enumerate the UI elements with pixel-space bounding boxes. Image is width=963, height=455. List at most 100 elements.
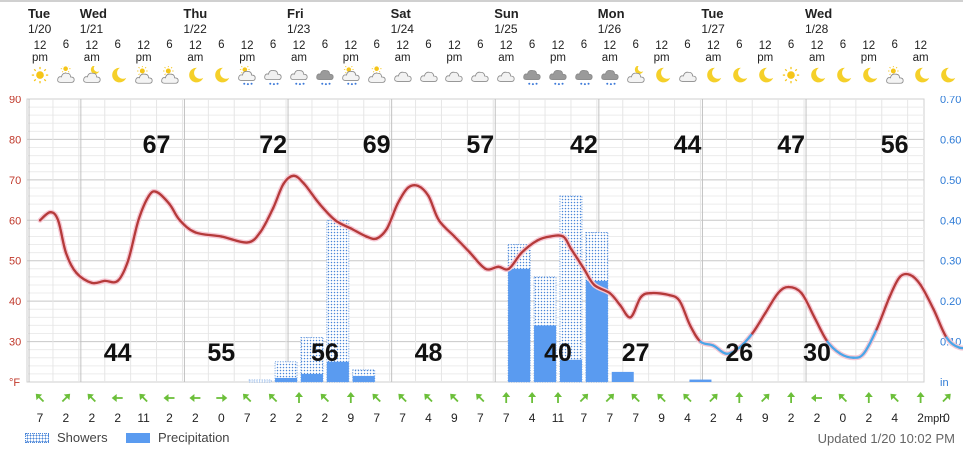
moon-icon (940, 67, 955, 83)
precipitation-bar (326, 361, 349, 382)
temperature-line (427, 194, 441, 222)
wind-speed-label: 7 (606, 411, 613, 425)
wind-arrow-head (450, 393, 457, 401)
sun-icon (782, 66, 800, 84)
temperature-line (764, 291, 780, 315)
temperature-line (738, 332, 754, 349)
wind-speed-label: 4 (425, 411, 432, 425)
wind-arrow-head (398, 393, 405, 401)
wind-arrow (787, 392, 796, 403)
precip-tick-label: 0.50 (940, 175, 961, 187)
temp-tick-label: 50 (9, 256, 21, 268)
wind-arrow (735, 392, 744, 403)
hour-label: 12 pm (653, 40, 670, 64)
temperature-line (888, 275, 902, 299)
hour-label: 6 (736, 39, 743, 51)
moon-icon (811, 67, 826, 83)
wind-arrow (605, 393, 615, 403)
weather-chart: 90807060504030°F0.700.600.500.400.300.20… (9, 96, 963, 425)
wind-arrow (242, 393, 252, 403)
wind-arrow (709, 393, 718, 403)
temperature-line (75, 271, 93, 285)
wind-speed-label: 2 (114, 411, 121, 425)
hour-label: 6 (580, 39, 588, 51)
temperature-line (453, 235, 472, 254)
wind-unit-label: mph (924, 413, 945, 425)
hour-label: 6 (684, 39, 691, 51)
low-temp-label: 27 (622, 339, 650, 367)
wind-arrow-head (295, 392, 303, 397)
precip-unit-label: in (940, 377, 949, 389)
temp-tick-label: 80 (9, 134, 21, 146)
partly-sunny-icon (160, 66, 179, 84)
temperature-line (103, 279, 119, 284)
day-date: 1/25 (494, 22, 518, 36)
high-temp-label: 44 (674, 131, 702, 159)
temp-tick-label: 40 (9, 296, 21, 308)
wind-arrow-head (476, 393, 483, 401)
day-name: Wed (805, 6, 833, 21)
low-temp-label: 40 (544, 339, 572, 367)
hour-label: 12 pm (32, 40, 48, 64)
temperature-line (416, 184, 430, 198)
wind-speed-label: 2 (322, 411, 329, 425)
moon-icon (707, 67, 722, 83)
precip-tick-label: 0.40 (940, 215, 961, 227)
hour-label: 6 (477, 39, 484, 51)
wind-speed-label: 2 (917, 411, 924, 425)
temperature-line (800, 291, 816, 319)
day-name: Mon (597, 6, 625, 21)
wind-speed-label: 7 (399, 411, 406, 425)
day-date: 1/24 (390, 22, 414, 36)
precipitation-bar (352, 375, 375, 382)
wind-arrow-head (763, 393, 770, 401)
top-border (0, 0, 963, 2)
wind-arrow (838, 393, 848, 403)
temperature-line (787, 285, 803, 295)
wind-arrow (139, 393, 148, 403)
wind-arrow (811, 394, 822, 402)
wind-arrow-head (139, 393, 146, 401)
partly-cloudy-night-icon (626, 66, 645, 83)
wind-arrow-head (581, 393, 589, 401)
partly-sunny-icon (134, 66, 153, 84)
wind-speed-label: 2 (788, 411, 795, 425)
wind-arrow-head (268, 393, 276, 401)
wind-speed-label: 7 (632, 411, 639, 425)
temperature-line (468, 251, 487, 270)
temperature-line (520, 239, 539, 254)
moon-icon (759, 67, 774, 83)
partly-sunny-icon (885, 66, 904, 84)
temperature-line (194, 231, 223, 238)
temp-tick-label: 60 (9, 215, 21, 227)
wind-arrow-head (864, 392, 873, 397)
low-temp-label: 44 (104, 339, 132, 367)
wind-arrow (424, 393, 433, 403)
wind-arrow (864, 392, 873, 403)
plot-area (26, 98, 925, 383)
wind-arrow (502, 392, 511, 403)
moon-icon (837, 67, 852, 83)
wind-arrow-head (346, 392, 355, 397)
low-temp-label: 48 (415, 339, 443, 367)
moon-icon (862, 67, 877, 83)
temperature-line (334, 219, 352, 230)
day-name: Sat (390, 6, 411, 21)
wind-speed-label: 2 (710, 411, 717, 425)
wind-speed-label: 2 (192, 411, 199, 425)
day-name: Sun (494, 6, 519, 21)
hour-label: 12 am (291, 40, 307, 64)
temperature-line (862, 328, 878, 355)
day-name: Tue (28, 6, 51, 21)
day-name: Wed (79, 6, 108, 21)
wind-arrow-head (242, 393, 250, 401)
hour-label: 12 am (187, 40, 204, 64)
wind-arrow (942, 393, 951, 403)
cloud-icon (471, 71, 489, 82)
partly-cloudy-icon (367, 66, 386, 83)
temperature-line (582, 267, 596, 287)
moon-icon (914, 67, 929, 83)
temperature-line (349, 227, 368, 238)
wind-arrow-head (111, 394, 117, 402)
temperature-line (318, 202, 337, 222)
